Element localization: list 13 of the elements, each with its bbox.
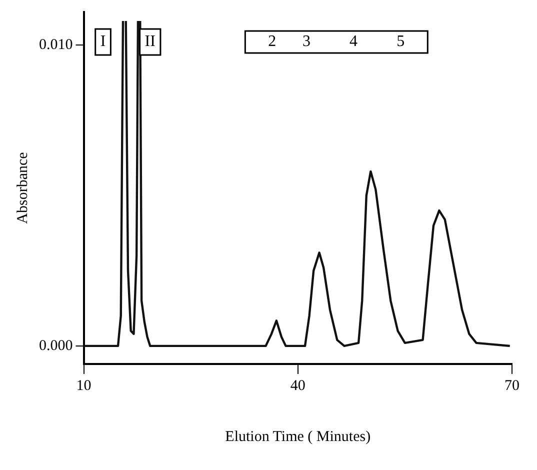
- x-tick-label: 40: [290, 378, 306, 394]
- annotation: 3: [302, 33, 310, 50]
- x-axis-title: Elution Time ( Minutes): [225, 428, 371, 445]
- annotation: 5: [396, 33, 405, 50]
- y-tick-label: 0.010: [39, 37, 73, 54]
- x-tick-label: 70: [504, 378, 520, 394]
- annotation: I: [100, 33, 106, 50]
- annotation: 4: [350, 33, 358, 50]
- x-tick-label: 10: [76, 378, 92, 394]
- y-tick-label: 0.000: [39, 338, 73, 354]
- y-axis-title: Absorbance: [14, 152, 31, 224]
- annotation: 2: [268, 33, 276, 50]
- annotation: II: [144, 33, 156, 50]
